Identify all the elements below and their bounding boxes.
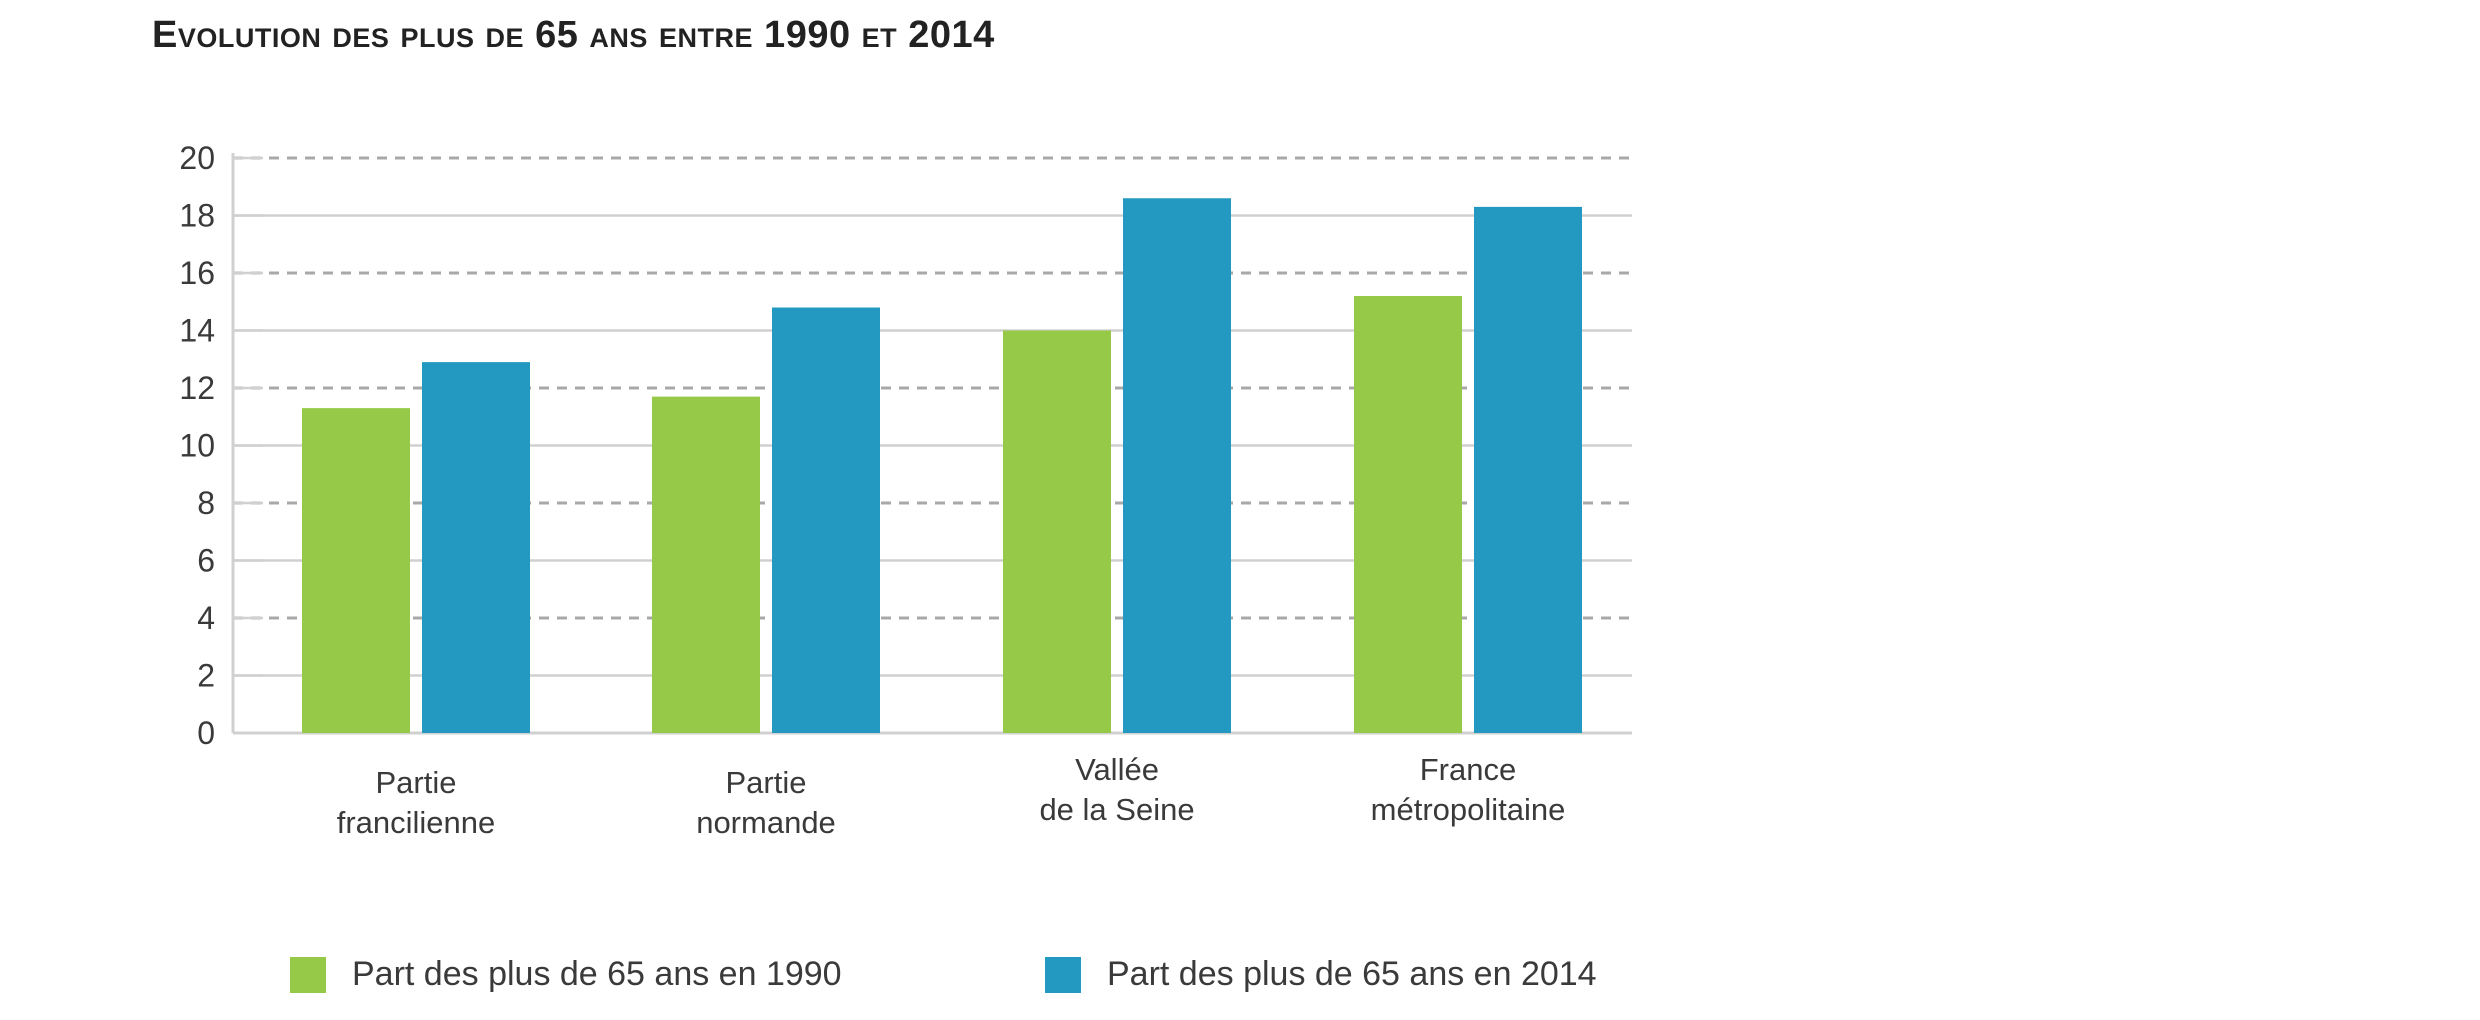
legend-swatch-2014	[1045, 956, 1081, 993]
category-label-1-0: Partie	[726, 765, 807, 800]
ytick-label-4: 4	[197, 600, 215, 636]
bar-2014-3	[1474, 206, 1582, 733]
bar-2014-1	[772, 307, 880, 733]
bars	[302, 198, 1582, 733]
category-label-2-1: de la Seine	[1039, 792, 1194, 827]
ytick-label-2: 2	[197, 658, 215, 694]
category-label-1-1: normande	[696, 805, 836, 840]
bar-2014-0	[422, 362, 530, 733]
category-label-2-0: Vallée	[1075, 752, 1159, 787]
bar-1990-2	[1003, 330, 1111, 733]
chart-title: Evolution des plus de 65 ans entre 1990 …	[152, 14, 995, 56]
ytick-label-12: 12	[179, 370, 215, 406]
legend-label-1990: Part des plus de 65 ans en 1990	[352, 955, 842, 993]
ytick-label-6: 6	[197, 543, 215, 579]
category-label-0-1: francilienne	[337, 805, 496, 840]
ytick-label-20: 20	[179, 140, 215, 176]
ytick-label-0: 0	[197, 715, 215, 751]
category-label-3-0: France	[1420, 752, 1516, 787]
bar-2014-2	[1123, 198, 1231, 733]
ytick-label-16: 16	[179, 255, 215, 291]
bar-1990-0	[302, 408, 410, 733]
ytick-label-10: 10	[179, 428, 215, 464]
legend-item-2014: Part des plus de 65 ans en 2014	[1045, 955, 1597, 994]
legend-item-1990: Part des plus de 65 ans en 1990	[290, 955, 842, 994]
bar-1990-1	[652, 396, 760, 733]
legend-swatch-1990	[290, 956, 326, 993]
bar-1990-3	[1354, 296, 1462, 733]
ytick-label-18: 18	[179, 198, 215, 234]
ytick-label-14: 14	[179, 313, 215, 349]
category-label-0-0: Partie	[376, 765, 457, 800]
ytick-label-8: 8	[197, 485, 215, 521]
axis-labels: 0 2 4 6 8 10 12 14 16 18 20 Partie francilienne Parti…	[179, 140, 1565, 840]
legend-label-2014: Part des plus de 65 ans en 2014	[1107, 955, 1597, 993]
category-label-3-1: métropolitaine	[1371, 792, 1566, 827]
